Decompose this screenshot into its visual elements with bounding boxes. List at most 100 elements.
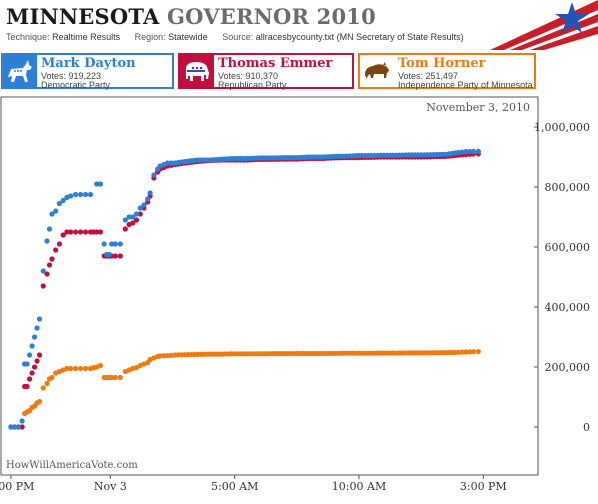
data-point (44, 271, 50, 277)
data-point (164, 353, 171, 359)
data-point (463, 149, 469, 155)
data-point (24, 383, 30, 390)
data-point (130, 220, 136, 226)
data-point (40, 385, 46, 391)
data-point (19, 424, 25, 430)
candidate-party: Independence Party of Minnesota (398, 80, 533, 90)
data-point (82, 229, 89, 235)
data-point (97, 181, 104, 187)
data-point (463, 349, 469, 355)
data-point (15, 424, 22, 430)
data-point (133, 211, 140, 217)
data-point (68, 193, 74, 199)
data-point (117, 253, 123, 259)
technique-value: Realtime Results (52, 32, 121, 42)
title-state: MINNESOTA (6, 4, 160, 29)
data-point (130, 214, 136, 220)
source-value: allracesbycounty.txt (MN Secretary of St… (255, 32, 464, 42)
data-point (46, 226, 53, 232)
results-chart: November 3, 2010 HowWillAmericaVote.com … (0, 96, 590, 493)
title-race: GOVERNOR 2010 (167, 4, 376, 29)
data-point (157, 353, 163, 359)
data-point (49, 256, 55, 262)
x-tick-label: Nov 3 (94, 480, 127, 493)
y-tick-label: 0 (583, 421, 590, 434)
data-point (77, 365, 84, 372)
data-point (40, 283, 46, 289)
data-point (49, 374, 55, 381)
data-point (60, 197, 66, 204)
candidate-votes: Votes: 919,223 (41, 71, 102, 81)
data-point (137, 205, 143, 211)
data-point (470, 349, 476, 355)
data-point (53, 208, 59, 214)
data-point (46, 262, 53, 268)
x-tick-label: 3:00 PM (460, 480, 507, 493)
data-point (109, 241, 115, 247)
data-point (72, 229, 79, 235)
y-tick-label: 200,000 (545, 361, 591, 374)
data-point-fill (12, 424, 18, 430)
data-point (64, 229, 70, 235)
region-value: Statewide (168, 32, 208, 42)
data-point (77, 191, 84, 198)
data-point (34, 325, 40, 331)
data-point (40, 268, 46, 274)
data-point (68, 365, 74, 372)
x-tick-label: 5:00 AM (211, 480, 258, 493)
data-point (122, 226, 128, 232)
data-point (164, 160, 171, 166)
data-point-fill (467, 148, 473, 155)
data-point (82, 191, 89, 198)
date-label: November 3, 2010 (426, 101, 530, 114)
data-point (137, 211, 143, 217)
data-point (475, 348, 481, 355)
x-axis: 8:00 PM Nov 3 5:00 AM 10:00 AM 3:00 PM (0, 475, 507, 493)
data-point (72, 191, 79, 198)
data-points (8, 148, 481, 430)
data-point (60, 232, 66, 238)
page-title: MINNESOTA GOVERNOR 2010 (6, 4, 376, 29)
data-point (64, 365, 70, 372)
y-tick-label: 1,000,000 (534, 121, 590, 134)
data-point (8, 424, 14, 430)
technique-label: Technique: (6, 32, 50, 42)
y-tick-label: 600,000 (545, 241, 591, 254)
subtitle-line: Technique: Realtime Results Region: Stat… (6, 32, 464, 42)
data-point (29, 343, 35, 349)
data-point-fill (467, 349, 473, 355)
data-point (112, 374, 118, 381)
data-point (94, 229, 100, 235)
data-point (112, 241, 118, 247)
data-point (455, 349, 462, 355)
candidate-votes: Votes: 251,497 (398, 71, 459, 81)
data-point (49, 211, 55, 217)
candidate-party: Republican Party (218, 80, 287, 90)
data-point (53, 247, 59, 253)
data-point (29, 370, 35, 376)
data-point (109, 374, 115, 381)
data-point (470, 148, 476, 154)
data-point (145, 196, 151, 202)
data-point (44, 238, 50, 244)
y-axis: 0 200,000 400,000 600,000 800,000 1,000,000 (534, 121, 590, 434)
data-point (31, 334, 38, 340)
data-point (151, 172, 157, 178)
data-point (117, 374, 123, 381)
region-label: Region: (134, 32, 166, 42)
data-point (68, 229, 74, 235)
data-point (24, 361, 30, 367)
donkey-icon (3, 55, 37, 87)
star-icon (555, 2, 589, 33)
data-point-fill (161, 353, 167, 359)
candidate-name: Mark Dayton (41, 56, 136, 71)
data-point (31, 364, 38, 370)
data-point (117, 241, 123, 247)
data-point (126, 214, 132, 220)
elephant-icon (180, 55, 214, 87)
source-label: Source: (222, 32, 254, 42)
data-point (77, 229, 84, 235)
data-point (97, 229, 104, 235)
data-point-fill (459, 349, 465, 355)
candidate-card-horner: Tom Horner Votes: 251,497 Independence P… (358, 53, 536, 90)
